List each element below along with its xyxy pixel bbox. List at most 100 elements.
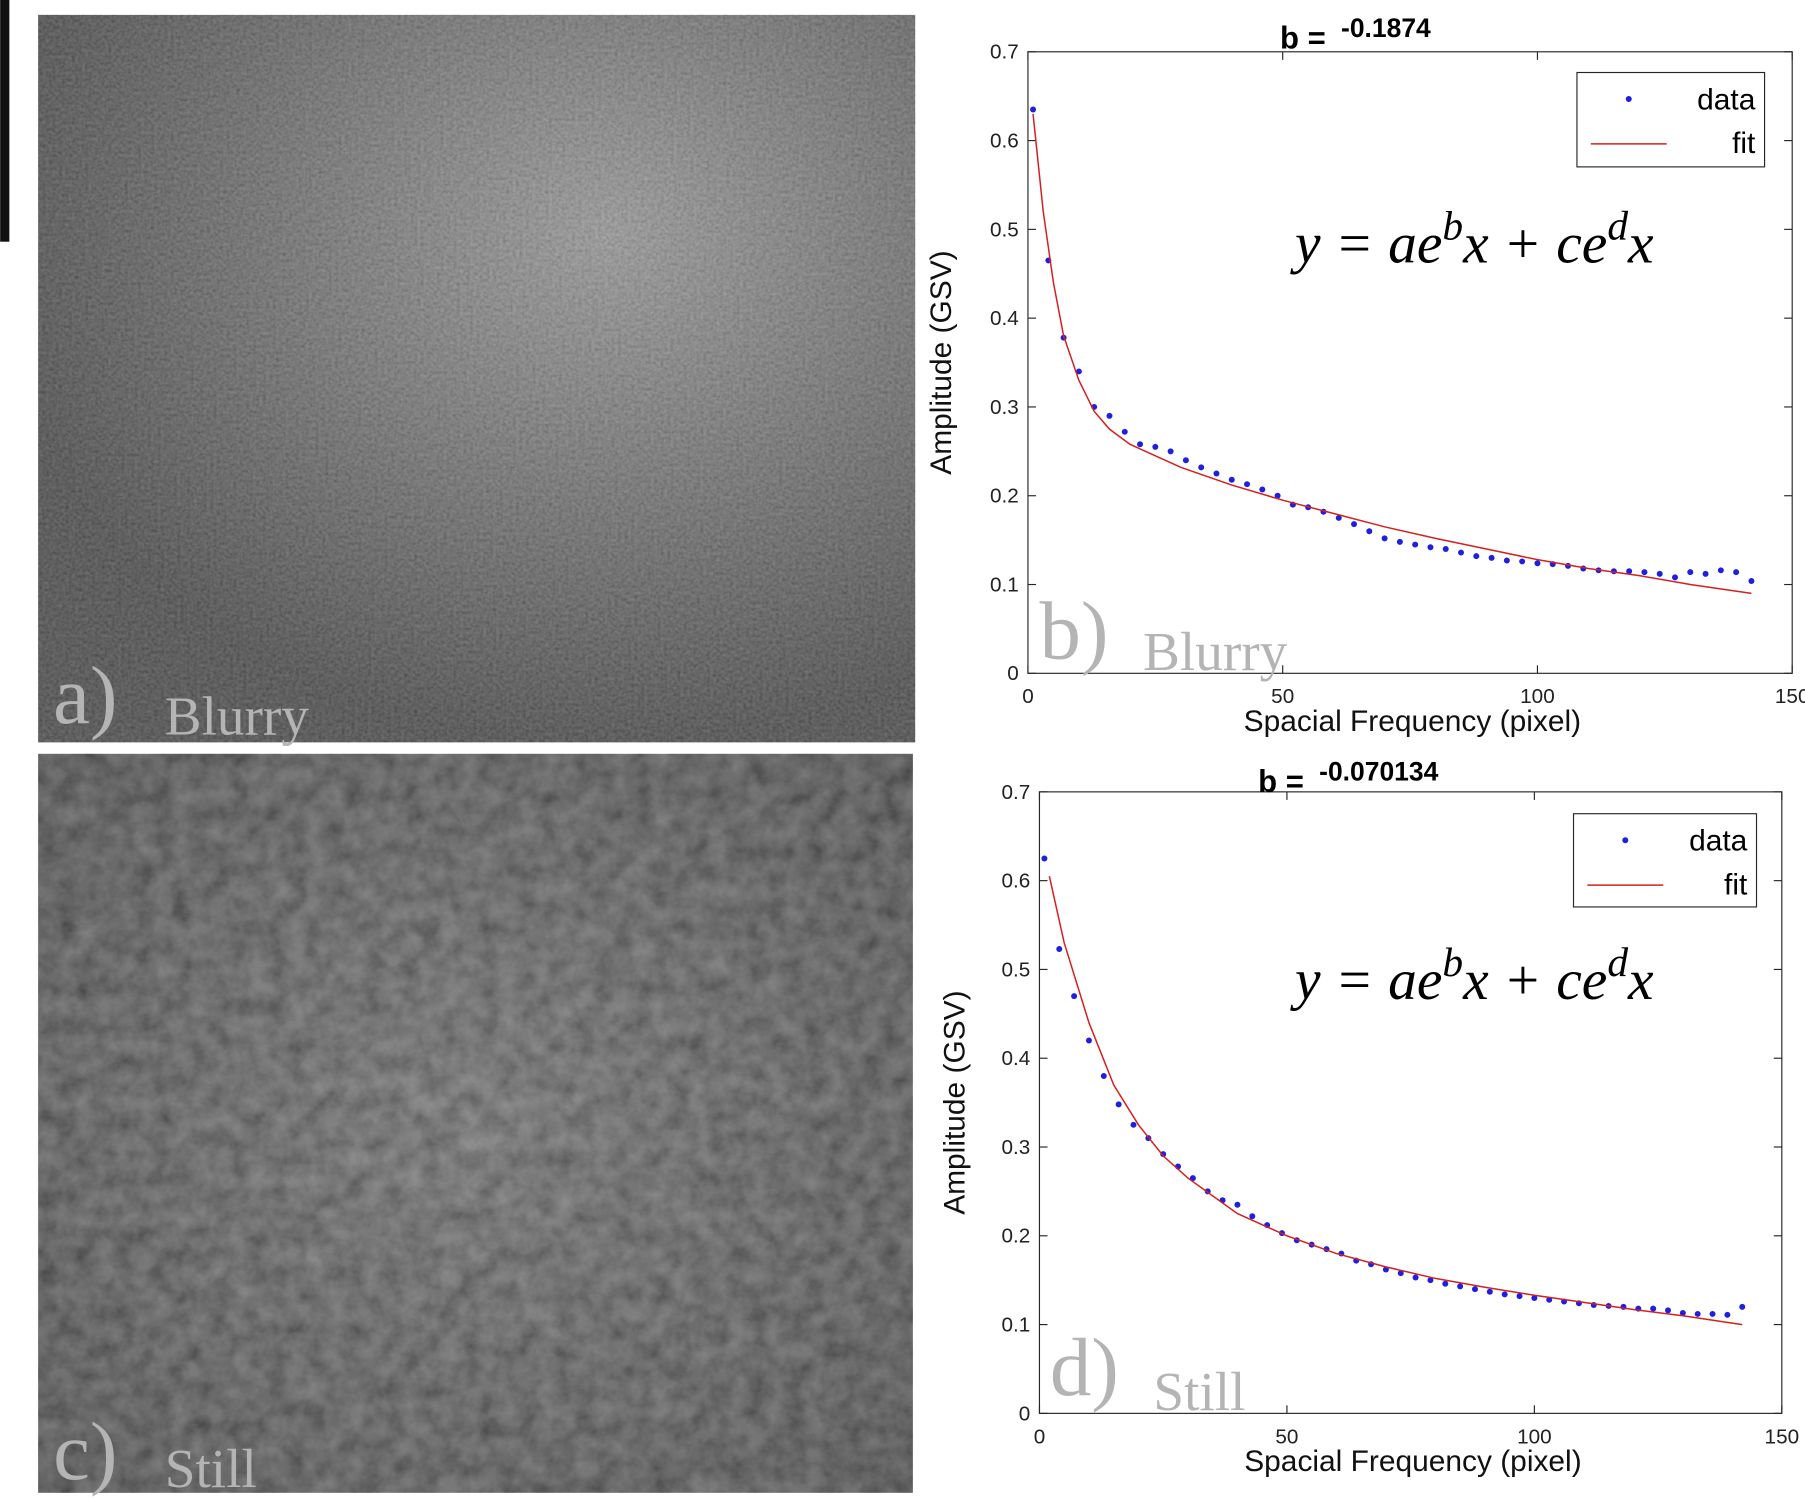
panel-caption: Still <box>1153 1361 1245 1422</box>
data-point <box>1183 457 1189 463</box>
x-axis-label: Spacial Frequency (pixel) <box>1244 1445 1581 1478</box>
legend-label: fit <box>1732 127 1756 160</box>
data-point <box>1665 1307 1671 1313</box>
equation-part: y = ae <box>1290 949 1442 1012</box>
data-point <box>1041 855 1047 861</box>
data-point <box>1504 558 1510 564</box>
equation-part: x <box>1627 949 1654 1012</box>
data-point <box>1427 544 1433 550</box>
image-a: a) Blurry <box>38 15 915 746</box>
y-axis-label: Amplitude (GSV) <box>925 250 958 474</box>
data-point <box>1101 1073 1107 1079</box>
y-tick-label: 0.4 <box>1001 1047 1030 1070</box>
data-point <box>1116 1101 1122 1107</box>
x-tick-label: 150 <box>1765 1425 1800 1448</box>
data-point <box>1650 1306 1656 1312</box>
data-point <box>1733 569 1739 575</box>
equation: y = aebx + cedx <box>1290 939 1654 1012</box>
data-point <box>1710 1311 1716 1317</box>
data-point <box>1351 521 1357 527</box>
data-point <box>1473 553 1479 559</box>
figure: a) Blurry c) Still 0 0.1 0.2 0.3 0.4 0.5 0.6 0.… <box>0 0 1805 1502</box>
data-point <box>1534 560 1540 566</box>
data-point <box>1641 569 1647 575</box>
y-tick-label: 0.2 <box>1001 1225 1030 1248</box>
y-tick-label: 0.7 <box>1001 781 1030 804</box>
data-point <box>1412 542 1418 548</box>
data-point <box>1137 441 1143 447</box>
data-point <box>1457 1283 1463 1289</box>
chart-title: b = <box>1258 764 1304 799</box>
data-point <box>1213 471 1219 477</box>
data-point <box>1502 1291 1508 1297</box>
data-point <box>1056 946 1062 952</box>
equation-part: d <box>1607 202 1628 248</box>
y-tick-label: 0.5 <box>1001 958 1030 981</box>
data-point <box>1071 993 1077 999</box>
data-point <box>1397 539 1403 545</box>
y-tick-label: 0 <box>1007 662 1019 685</box>
y-tick-label: 0.6 <box>990 129 1019 152</box>
data-point <box>1234 1202 1240 1208</box>
panel-letter: a) <box>53 649 117 741</box>
legend-swatch <box>1622 837 1628 843</box>
image-c: c) Still <box>38 754 913 1499</box>
y-tick-label: 0 <box>1019 1402 1031 1425</box>
panel-caption: Blurry <box>165 685 310 746</box>
equation-part: x + ce <box>1462 212 1607 275</box>
photo-grain <box>38 754 913 1493</box>
y-tick-label: 0.2 <box>990 485 1019 508</box>
panel-letter: c) <box>53 1405 117 1497</box>
y-tick-label: 0.1 <box>990 573 1019 596</box>
equation-part: y = ae <box>1290 212 1442 275</box>
data-point <box>1472 1286 1478 1292</box>
y-tick-label: 0.1 <box>1001 1313 1030 1336</box>
panel-letter: b) <box>1039 584 1108 676</box>
data-point <box>1489 555 1495 561</box>
y-axis-label: Amplitude (GSV) <box>939 990 972 1214</box>
data-point <box>1687 569 1693 575</box>
y-tick-label: 0.3 <box>1001 1136 1030 1159</box>
data-point <box>1168 448 1174 454</box>
data-point <box>1443 546 1449 552</box>
page: a) Blurry c) Still 0 0.1 0.2 0.3 0.4 0.5 0.6 0.… <box>0 0 1805 1502</box>
data-point <box>1030 107 1036 113</box>
equation: y = aebx + cedx <box>1290 202 1654 275</box>
y-tick-label: 0.5 <box>990 218 1019 241</box>
y-tick-label: 0.4 <box>990 307 1019 330</box>
data-point <box>1487 1289 1493 1295</box>
data-point <box>1086 1037 1092 1043</box>
data-point <box>1672 574 1678 580</box>
panel-caption: Still <box>165 1438 257 1499</box>
data-point <box>1249 1213 1255 1219</box>
data-point <box>1366 528 1372 534</box>
photo-grain <box>38 15 915 742</box>
data-point <box>1748 578 1754 584</box>
b-value: -0.1874 <box>1341 13 1431 43</box>
equation-part: b <box>1442 202 1463 248</box>
equation-part: b <box>1442 939 1463 985</box>
equation-part: x <box>1627 212 1654 275</box>
y-tick-label: 0.6 <box>1001 870 1030 893</box>
data-point <box>1519 558 1525 564</box>
x-tick-label: 0 <box>1034 1425 1046 1448</box>
data-point <box>1122 429 1128 435</box>
x-tick-label: 0 <box>1022 685 1034 708</box>
data-point <box>1131 1122 1137 1128</box>
data-point <box>1718 567 1724 573</box>
b-value: -0.070134 <box>1319 756 1438 786</box>
equation-part: x + ce <box>1462 949 1607 1012</box>
legend-label: fit <box>1724 868 1748 901</box>
legend-swatch <box>1626 96 1632 102</box>
chart-title: b = <box>1280 20 1326 55</box>
data-point <box>1739 1304 1745 1310</box>
y-tick-label: 0.3 <box>990 396 1019 419</box>
data-point <box>1244 481 1250 487</box>
data-point <box>1442 1281 1448 1287</box>
equation-part: d <box>1607 939 1628 985</box>
data-point <box>1259 487 1265 493</box>
data-point <box>1413 1275 1419 1281</box>
edge-bar <box>0 0 9 242</box>
